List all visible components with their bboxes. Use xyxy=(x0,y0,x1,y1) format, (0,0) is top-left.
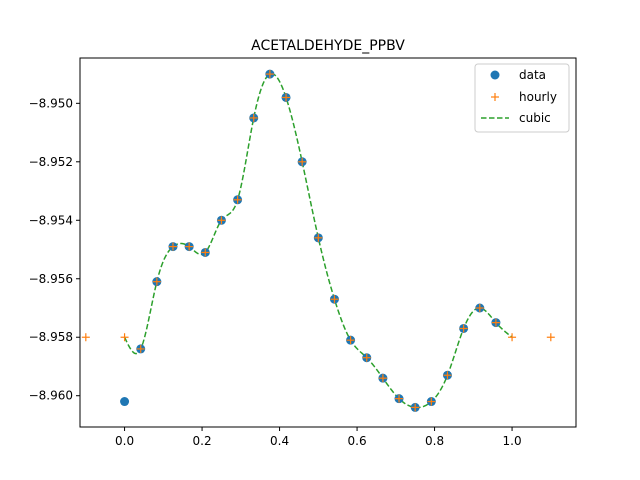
hourly-point xyxy=(346,336,355,345)
hourly-point xyxy=(81,333,90,342)
hourly-point xyxy=(427,397,436,406)
hourly-point xyxy=(152,277,161,286)
hourly-point xyxy=(169,242,177,251)
y-tick-label: −8.954 xyxy=(29,213,73,227)
hourly-point xyxy=(362,353,371,362)
hourly-point xyxy=(136,344,145,353)
y-tick-label: −8.958 xyxy=(29,330,73,344)
axes-frame xyxy=(79,57,577,428)
hourly-point xyxy=(508,333,517,342)
legend-data-label: data xyxy=(519,68,546,82)
data-point xyxy=(120,397,130,407)
x-tick-label: 1.0 xyxy=(503,434,522,448)
hourly-point xyxy=(459,324,468,333)
axes: 0.0 0.2 0.4 0.6 0.8 1.0 −8.960 −8.958 −8.956 −8.9… xyxy=(29,96,522,448)
hourly-point xyxy=(546,333,555,342)
hourly-point xyxy=(233,195,242,204)
y-tick-label: −8.956 xyxy=(29,272,73,286)
x-tick-label: 0.2 xyxy=(193,434,212,448)
hourly-point xyxy=(330,295,339,304)
hourly-point xyxy=(411,403,420,412)
hourly-point xyxy=(120,333,129,342)
hourly-point xyxy=(185,242,194,251)
y-tick-label: −8.950 xyxy=(29,96,73,110)
hourly-point xyxy=(265,70,274,79)
chart-title: ACETALDEHYDE_PPBV xyxy=(251,38,405,54)
y-tick-label: −8.952 xyxy=(29,155,73,169)
hourly-point xyxy=(282,93,291,102)
hourly-point xyxy=(395,394,404,403)
hourly-point xyxy=(217,216,226,225)
hourly-point xyxy=(378,374,387,383)
hourly-point xyxy=(298,157,307,166)
legend-data-marker xyxy=(490,70,500,80)
hourly-point xyxy=(443,371,452,380)
plot-area xyxy=(81,69,555,412)
legend-box xyxy=(474,63,570,133)
hourly-point xyxy=(201,248,210,257)
hourly-point xyxy=(475,303,484,312)
x-tick-label: 0.4 xyxy=(270,434,289,448)
hourly-point xyxy=(314,233,323,242)
legend: data hourly cubic xyxy=(474,63,570,133)
x-tick-label: 0.8 xyxy=(425,434,444,448)
legend-hourly-marker xyxy=(491,93,499,101)
hourly-point xyxy=(249,113,258,122)
legend-cubic-label: cubic xyxy=(519,111,551,125)
y-tick-label: −8.960 xyxy=(29,389,73,403)
x-tick-label: 0.0 xyxy=(115,434,134,448)
x-tick-label: 0.6 xyxy=(348,434,367,448)
hourly-point xyxy=(491,318,500,327)
legend-hourly-label: hourly xyxy=(519,90,557,104)
